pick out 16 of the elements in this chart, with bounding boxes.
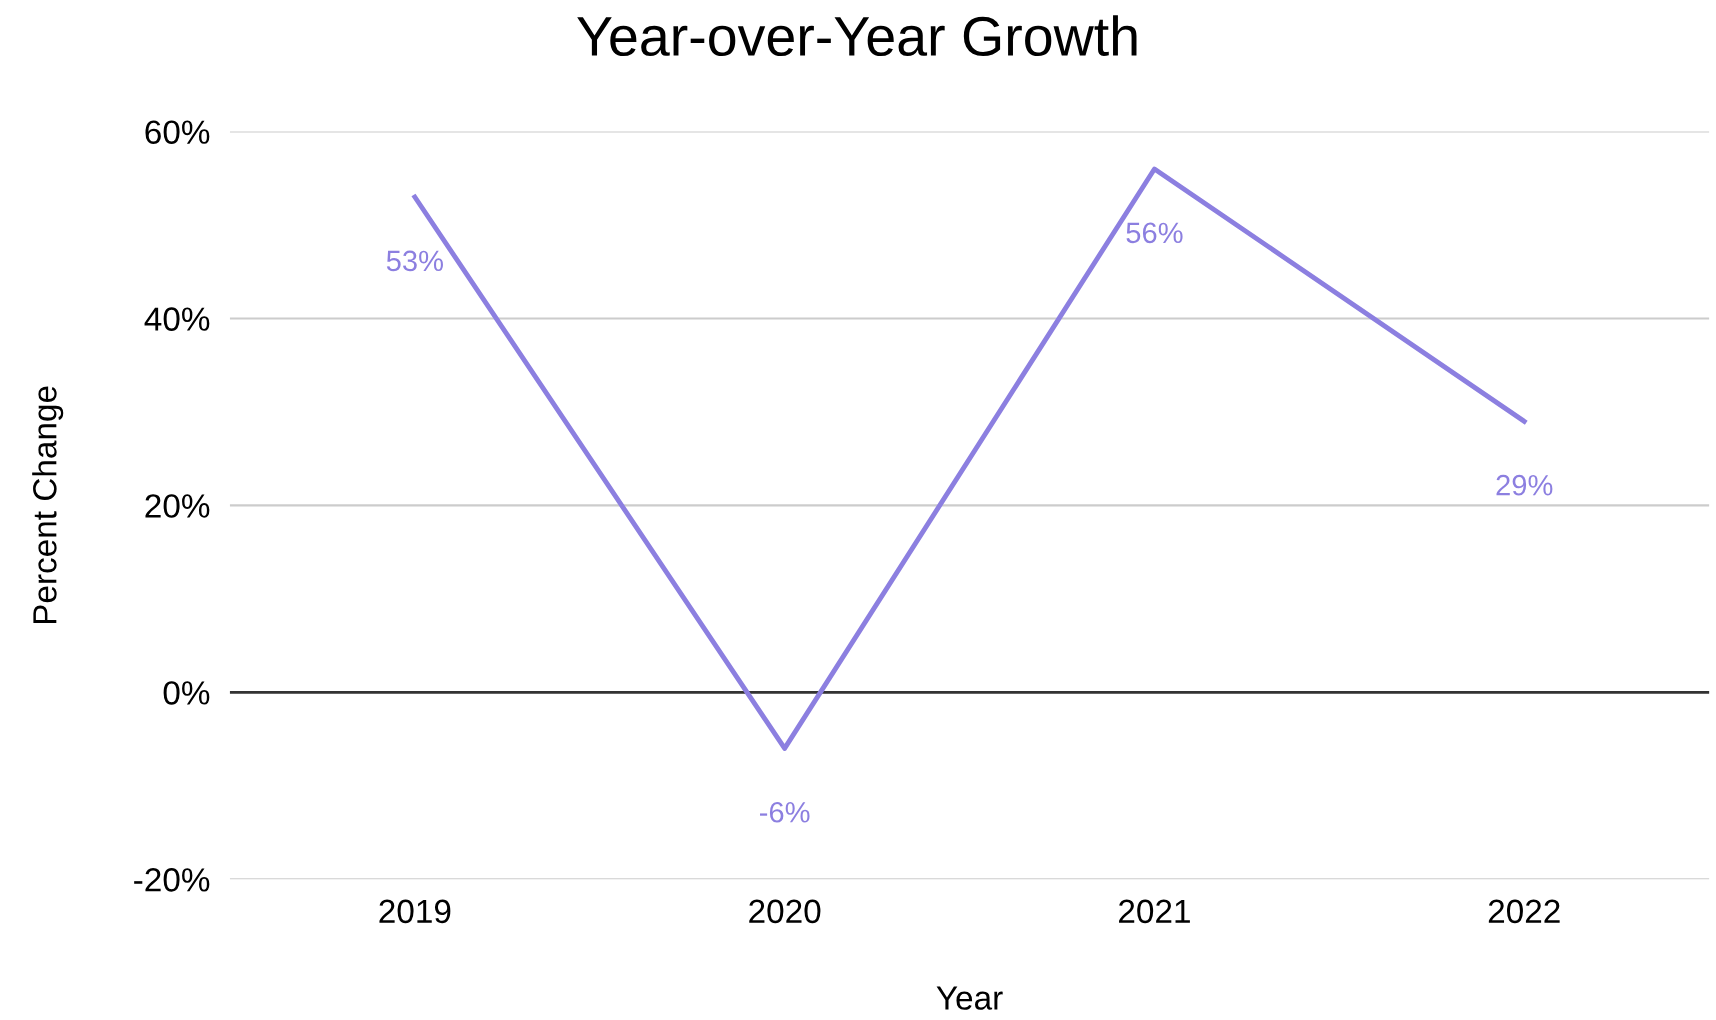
- y-tick-label: 60%: [145, 120, 210, 144]
- y-axis-title: Percent Change: [32, 386, 64, 624]
- x-tick-label: 2021: [1119, 899, 1190, 924]
- chart-title: Year-over-Year Growth: [577, 15, 1137, 57]
- data-label: 29%: [1496, 474, 1553, 496]
- y-tick-label: -20%: [134, 868, 210, 892]
- data-label: 53%: [386, 250, 443, 272]
- x-tick-label: 2022: [1488, 899, 1560, 924]
- y-tick-label: 20%: [145, 494, 210, 518]
- x-tick-label: 2020: [749, 899, 821, 924]
- x-axis-title: Year: [936, 986, 1003, 1010]
- y-tick-label: 0%: [163, 681, 210, 705]
- x-tick-label: 2019: [379, 899, 451, 924]
- data-label: 56%: [1126, 222, 1183, 244]
- data-label: -6%: [760, 801, 810, 823]
- y-tick-label: 40%: [144, 307, 210, 331]
